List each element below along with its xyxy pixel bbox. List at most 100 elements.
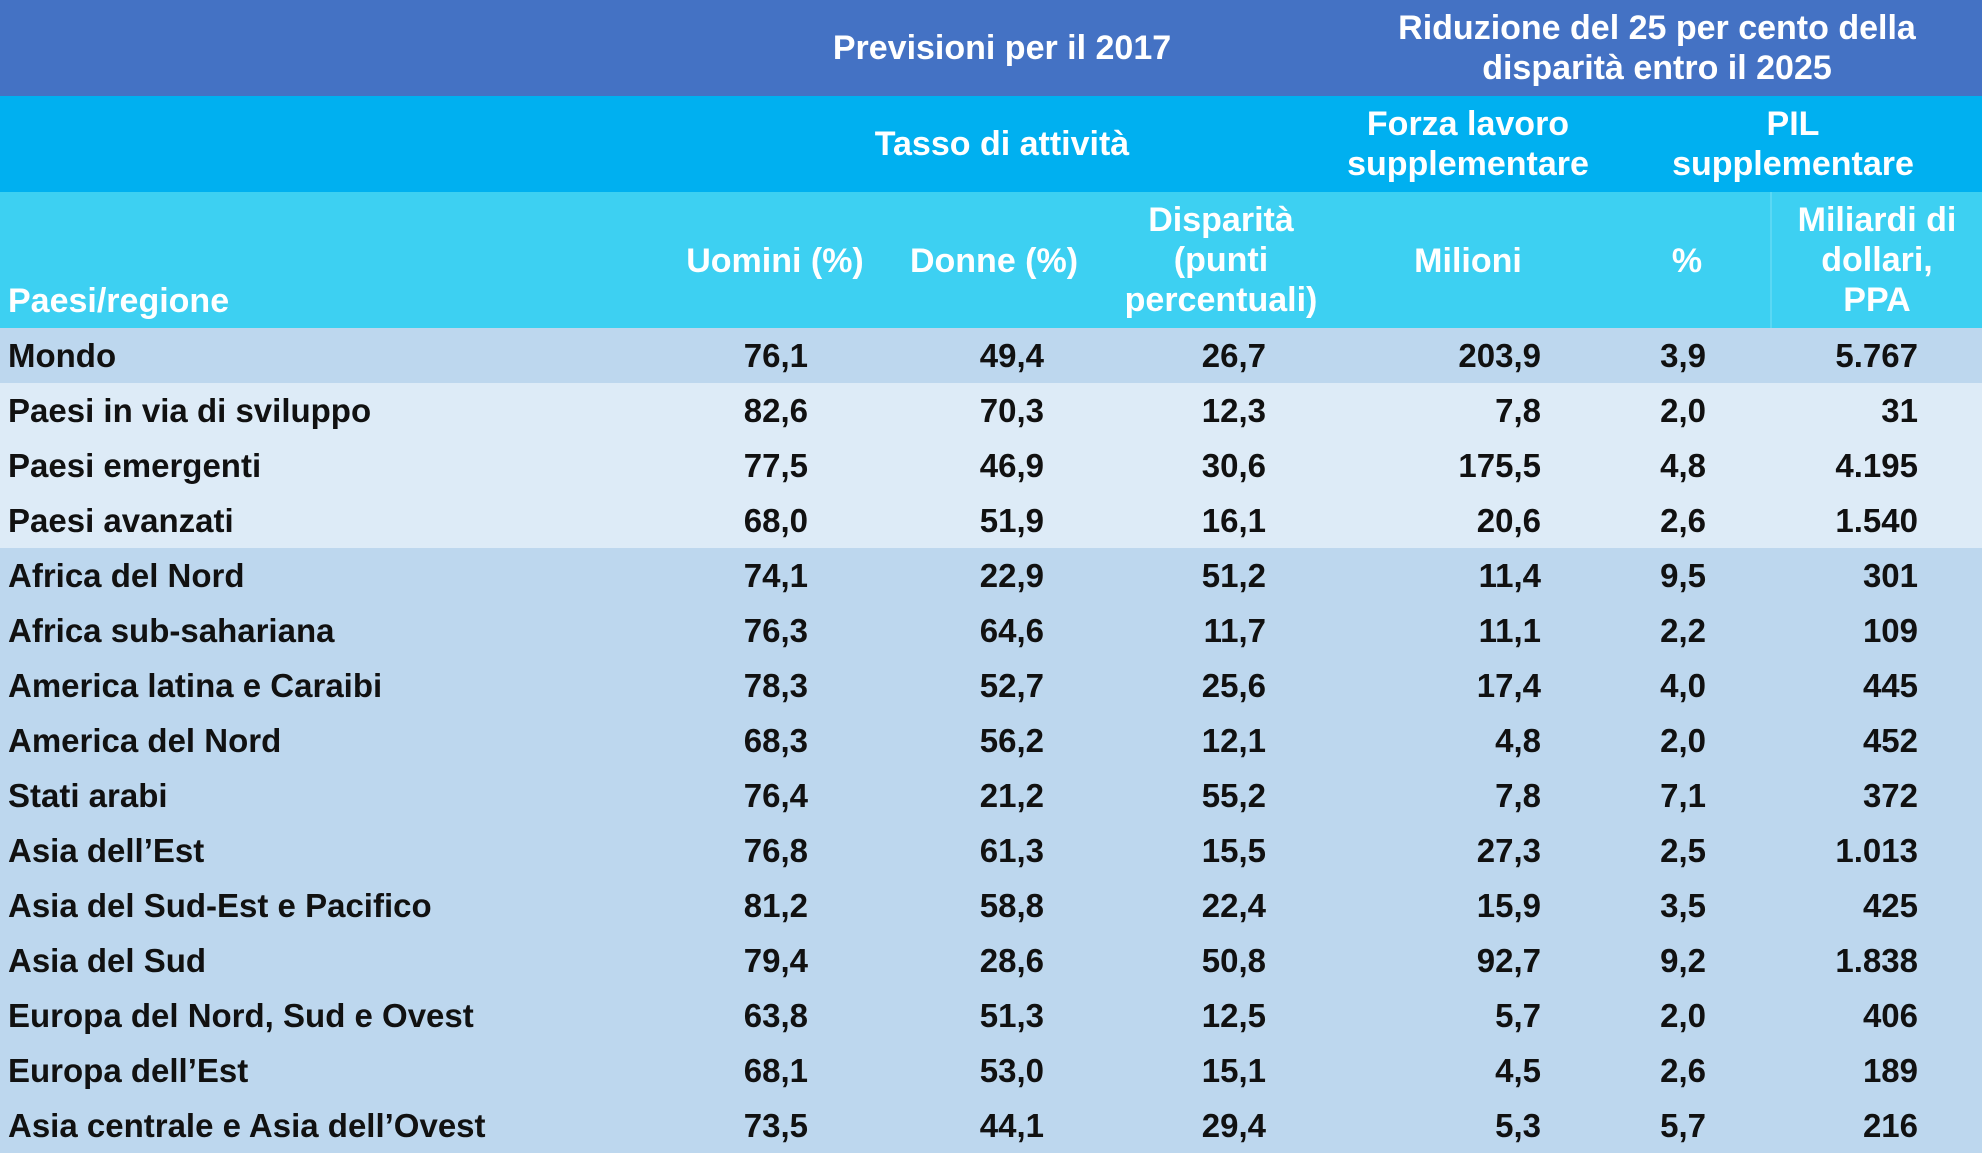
header-pil-line1: PIL [1766,105,1820,143]
header-miliardi-line2: dollari, [1821,241,1933,279]
cell-uomini: 76,1 [743,337,808,374]
cell-milioni: 5,7 [1495,997,1541,1034]
cell-milioni: 11,1 [1478,612,1541,649]
cell-region: America latina e Caraibi [8,667,383,704]
cell-pil: 189 [1862,1052,1918,1089]
header-disparita-line2: (punti [1173,241,1269,279]
table-row: Asia dell’Est 76,8 61,3 15,5 27,3 2,5 1.… [0,823,1982,878]
cell-percent: 3,5 [1660,887,1706,924]
cell-donne: 28,6 [979,942,1044,979]
cell-pil: 109 [1862,612,1918,649]
cell-region: Asia dell’Est [8,832,205,869]
cell-milioni: 15,9 [1476,887,1541,924]
cell-percent: 2,2 [1660,612,1706,649]
cell-disparita: 26,7 [1201,337,1266,374]
table-row: Europa del Nord, Sud e Ovest 63,8 51,3 1… [0,988,1982,1043]
cell-disparita: 12,3 [1201,392,1266,429]
cell-percent: 9,5 [1660,557,1706,594]
cell-percent: 3,9 [1660,337,1706,374]
cell-milioni: 20,6 [1476,502,1541,539]
header-riduzione-line1: Riduzione del 25 per cento della [1398,9,1916,47]
cell-percent: 2,6 [1660,502,1706,539]
cell-milioni: 4,5 [1495,1052,1541,1089]
cell-milioni: 4,8 [1495,722,1541,759]
header-divider [1770,192,1772,328]
header-forza-line2: supplementare [1347,145,1589,183]
cell-disparita: 50,8 [1201,942,1266,979]
cell-region: Asia del Sud [8,942,207,979]
cell-uomini: 77,5 [743,447,808,484]
cell-disparita: 15,1 [1201,1052,1266,1089]
header-row-3 [0,192,1982,328]
cell-region: Paesi emergenti [8,447,262,484]
header-row-1-left-panel [0,0,672,96]
cell-uomini: 78,3 [743,667,808,704]
table-row: Asia del Sud-Est e Pacifico 81,2 58,8 22… [0,878,1982,933]
cell-pil: 372 [1862,777,1918,814]
cell-uomini: 81,2 [743,887,808,924]
cell-milioni: 27,3 [1476,832,1541,869]
cell-percent: 5,7 [1660,1107,1706,1144]
cell-pil: 31 [1881,392,1918,429]
table-body: Mondo 76,1 49,4 26,7 203,9 3,9 5.767 Pae… [0,328,1982,1153]
cell-disparita: 16,1 [1201,502,1266,539]
cell-donne: 56,2 [979,722,1044,759]
header-row-2 [0,96,1982,192]
cell-donne: 49,4 [979,337,1044,374]
cell-pil: 1.540 [1835,502,1918,539]
cell-milioni: 5,3 [1495,1107,1541,1144]
cell-disparita: 12,5 [1201,997,1266,1034]
cell-percent: 2,0 [1660,392,1706,429]
header-previsioni: Previsioni per il 2017 [832,29,1172,67]
table-row: Asia del Sud 79,4 28,6 50,8 92,7 9,2 1.8… [0,933,1982,988]
cell-donne: 53,0 [979,1052,1044,1089]
cell-disparita: 22,4 [1201,887,1266,924]
cell-donne: 58,8 [979,887,1044,924]
header-tasso: Tasso di attività [874,125,1130,163]
cell-uomini: 68,0 [743,502,808,539]
cell-donne: 22,9 [979,557,1044,594]
header-miliardi-line3: PPA [1843,281,1911,319]
table-row: Paesi in via di sviluppo 82,6 70,3 12,3 … [0,383,1982,438]
cell-donne: 52,7 [979,667,1044,704]
table-row: Africa del Nord 74,1 22,9 51,2 11,4 9,5 … [0,548,1982,603]
cell-region: America del Nord [8,722,282,759]
cell-pil: 445 [1862,667,1918,704]
cell-milioni: 7,8 [1495,392,1541,429]
cell-percent: 2,5 [1660,832,1706,869]
cell-percent: 7,1 [1660,777,1706,814]
cell-disparita: 25,6 [1201,667,1266,704]
header-milioni: Milioni [1414,242,1522,280]
cell-donne: 44,1 [979,1107,1044,1144]
cell-percent: 2,0 [1660,722,1706,759]
header-uomini: Uomini (%) [686,242,864,280]
cell-donne: 51,3 [979,997,1044,1034]
cell-uomini: 68,3 [743,722,808,759]
cell-donne: 64,6 [979,612,1044,649]
cell-percent: 4,0 [1660,667,1706,704]
cell-uomini: 68,1 [743,1052,808,1089]
cell-pil: 1.838 [1835,942,1918,979]
cell-pil: 216 [1862,1107,1918,1144]
table-row: America del Nord 68,3 56,2 12,1 4,8 2,0 … [0,713,1982,768]
cell-donne: 61,3 [979,832,1044,869]
cell-region: Mondo [8,337,117,374]
cell-region: Africa sub-sahariana [8,612,335,649]
header-pil-line2: supplementare [1672,145,1914,183]
header-donne: Donne (%) [909,242,1079,280]
cell-percent: 2,6 [1660,1052,1706,1089]
cell-uomini: 76,3 [743,612,808,649]
cell-disparita: 55,2 [1201,777,1266,814]
cell-region: Paesi in via di sviluppo [8,392,372,429]
cell-region: Africa del Nord [8,557,245,594]
table-row: Asia centrale e Asia dell’Ovest 73,5 44,… [0,1098,1982,1153]
cell-region: Paesi avanzati [8,502,234,539]
cell-region: Europa dell’Est [8,1052,249,1089]
cell-pil: 5.767 [1835,337,1918,374]
cell-uomini: 73,5 [743,1107,808,1144]
cell-pil: 1.013 [1835,832,1918,869]
header-disparita-line3: percentuali) [1124,281,1318,319]
cell-pil: 425 [1862,887,1918,924]
cell-region: Asia centrale e Asia dell’Ovest [8,1107,486,1144]
table-row: Africa sub-sahariana 76,3 64,6 11,7 11,1… [0,603,1982,658]
